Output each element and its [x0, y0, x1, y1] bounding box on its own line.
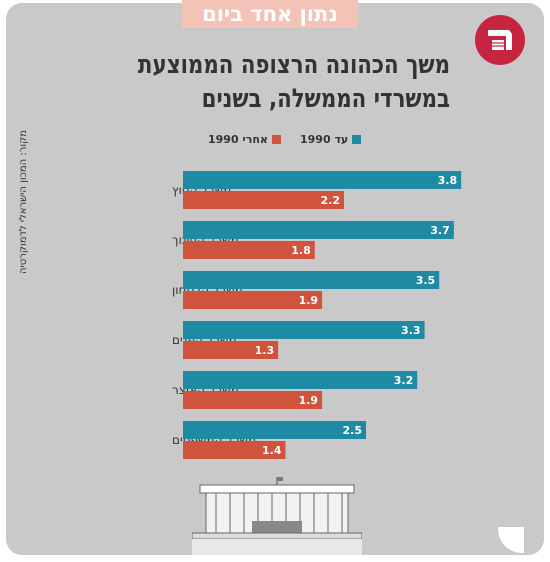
bar-after-1990: [183, 441, 286, 459]
data-label: 3.7: [430, 224, 450, 237]
bar-before-1990: [183, 321, 425, 339]
data-label: 3.5: [416, 274, 436, 287]
bar-after-1990: [183, 191, 345, 209]
data-label: 2.5: [343, 424, 363, 437]
data-label: 1.3: [255, 344, 275, 357]
data-label: 3.3: [401, 324, 421, 337]
chart-title-line2: במשרדי הממשלה, בשנים: [201, 84, 450, 114]
bar-after-1990: [183, 291, 323, 309]
bar-after-1990: [183, 391, 323, 409]
brand-logo-icon: [475, 15, 525, 65]
bar-before-1990: [183, 271, 440, 289]
data-label: 2.2: [321, 194, 341, 207]
source-note: מקור: המכון הישראלי לדמוקרטיה: [18, 130, 29, 274]
legend-label-after: אחרי 1990: [208, 133, 268, 146]
legend-label-before: עד 1990: [300, 133, 349, 146]
bar-before-1990: [183, 371, 418, 389]
bar-before-1990: [183, 421, 366, 439]
legend-swatch-before: [352, 135, 362, 144]
data-label: 1.9: [299, 394, 319, 407]
series-tag: נתון אחד ביום: [182, 0, 358, 28]
knesset-building-icon: [192, 475, 362, 555]
legend-item-before-1990: עד 1990: [300, 133, 362, 146]
chart-title-line1: משך הכהונה הרצופה הממוצעת: [137, 50, 450, 80]
bar-after-1990: [183, 241, 315, 259]
data-label: 1.8: [291, 244, 311, 257]
bar-before-1990: [183, 171, 462, 189]
legend-item-after-1990: אחרי 1990: [208, 133, 281, 146]
data-label: 1.4: [262, 444, 282, 457]
data-label: 1.9: [299, 294, 319, 307]
data-label: 3.8: [438, 174, 458, 187]
data-label: 3.2: [394, 374, 414, 387]
chart-title: משך הכהונה הרצופה הממוצעת במשרדי הממשלה,…: [106, 48, 450, 116]
legend-swatch-after: [271, 135, 281, 144]
bar-after-1990: [183, 341, 279, 359]
bar-before-1990: [183, 221, 454, 239]
